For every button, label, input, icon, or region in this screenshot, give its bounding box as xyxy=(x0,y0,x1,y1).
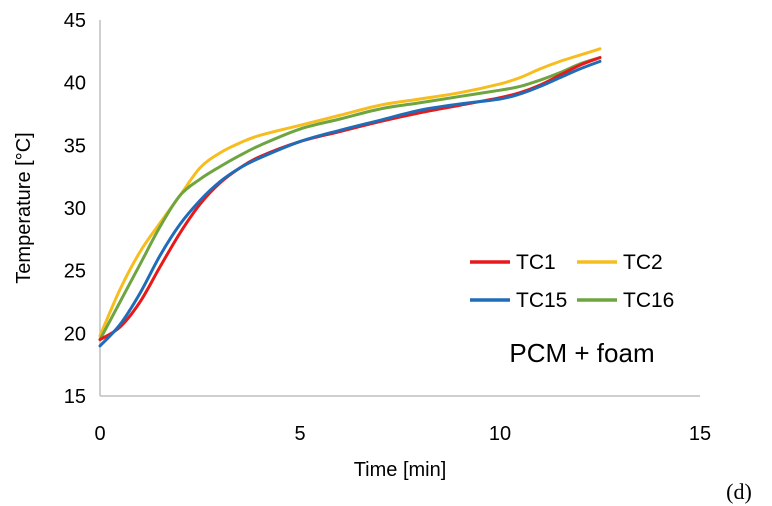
y-tick-label: 35 xyxy=(64,135,86,157)
y-tick-label: 40 xyxy=(64,73,86,95)
series-line-tc16 xyxy=(98,56,602,342)
x-axis-title: Time [min] xyxy=(354,459,447,481)
y-tick-label: 25 xyxy=(64,261,86,283)
x-tick-labels: 0 5 10 15 xyxy=(94,423,711,445)
x-tick-label: 15 xyxy=(689,423,711,445)
x-tick-label: 0 xyxy=(94,423,105,445)
plot-area xyxy=(98,20,700,397)
series-group xyxy=(98,47,602,348)
y-tick-label: 15 xyxy=(64,386,86,408)
legend: TC1 TC2 TC15 TC16 xyxy=(470,251,674,312)
legend-label-tc16: TC16 xyxy=(623,289,674,312)
legend-label-tc2: TC2 xyxy=(623,251,663,274)
x-tick-label: 10 xyxy=(489,423,511,445)
y-axis-title: Temperature [°C] xyxy=(13,132,35,283)
y-tick-label: 45 xyxy=(64,10,86,32)
y-tick-label: 30 xyxy=(64,198,86,220)
x-tick-label: 5 xyxy=(294,423,305,445)
y-tick-labels: 15 20 25 30 35 40 45 xyxy=(64,10,86,408)
legend-label-tc15: TC15 xyxy=(516,289,567,312)
annotation-label: PCM + foam xyxy=(509,338,654,368)
series-line-tc2 xyxy=(98,47,602,338)
series-line-tc15 xyxy=(98,59,602,348)
y-tick-label: 20 xyxy=(64,323,86,345)
legend-label-tc1: TC1 xyxy=(516,251,556,274)
panel-label: (d) xyxy=(726,479,752,504)
